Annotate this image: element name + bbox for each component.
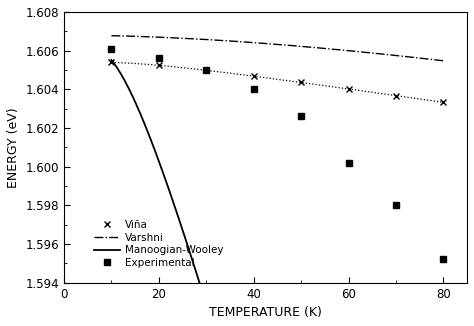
Varshni [128,34,134,38]
Experimental [346,161,351,165]
Viña [393,94,399,97]
Experimental [109,47,114,51]
Viña [251,74,256,78]
Manoogian-Wooley [109,58,114,62]
Varshni [170,36,176,40]
Experimental [251,87,256,91]
Varshni [440,59,446,63]
Experimental [156,56,162,60]
Line: Varshni: Varshni [111,36,443,61]
Y-axis label: ENERGY (eV): ENERGY (eV) [7,107,20,187]
Viña [298,81,304,84]
Varshni [424,57,429,61]
Experimental [203,68,209,72]
Viña [440,100,446,104]
Manoogian-Wooley [128,92,134,96]
Manoogian-Wooley [122,79,128,83]
Viña [203,68,209,72]
Line: Manoogian-Wooley: Manoogian-Wooley [111,60,443,326]
Experimental [298,114,304,118]
Varshni [197,37,203,41]
Experimental [393,203,399,207]
Varshni [122,34,128,38]
Manoogian-Wooley [197,282,203,286]
X-axis label: TEMPERATURE (K): TEMPERATURE (K) [209,306,322,319]
Line: Experimental: Experimental [108,45,447,263]
Manoogian-Wooley [170,200,176,204]
Legend: Viña, Varshni, Manoogian-Wooley, Experimental: Viña, Varshni, Manoogian-Wooley, Experim… [89,216,228,272]
Viña [156,63,162,67]
Line: Viña: Viña [109,60,446,105]
Experimental [440,258,446,261]
Varshni [109,34,114,37]
Viña [109,61,114,65]
Viña [346,87,351,91]
Varshni [412,56,418,60]
